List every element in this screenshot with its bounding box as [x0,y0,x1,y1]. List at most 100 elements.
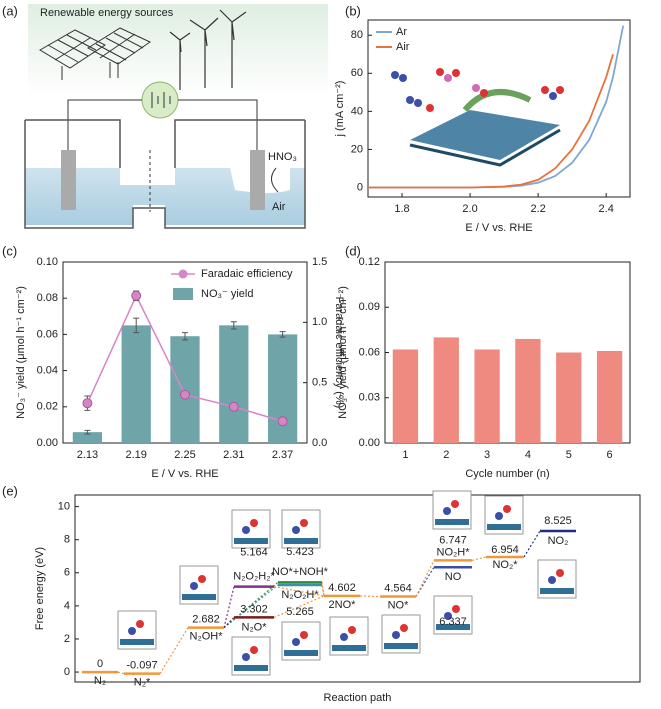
y-axis-label: j (mA cm⁻²) [334,81,346,138]
x-axis-label: E / V vs. RHE [465,222,532,234]
level-value: 2.682 [192,614,220,626]
y-tick-label: 0.02 [37,401,58,413]
icon-slab [284,650,318,656]
bar [170,336,200,443]
icon-atom [444,612,452,620]
icon-atom [451,500,459,508]
x-axis-label: Reaction path [324,692,392,704]
x-tick-label: 2.31 [223,449,244,461]
error-bar [230,321,237,330]
x-axis-label: Cycle number (n) [465,468,549,480]
icon-atom [392,631,400,639]
level-name: N₂O₂H* [281,589,319,601]
icon-slab [435,519,469,525]
icon-atom [495,512,503,520]
y-tick-label: 0.00 [37,437,58,449]
bar [515,338,541,443]
wind-turbines [169,9,247,90]
y-tick-label: 0.00 [359,437,380,449]
adsorbate-icon [179,565,219,605]
legend-label: Air [396,41,410,53]
connector [321,584,325,597]
x-tick-label: 2.0 [462,203,477,215]
level-name: NO* [388,599,410,611]
y-tick-label: 40 [351,105,363,117]
level-value: 5.265 [286,606,314,618]
bar [72,432,103,443]
x-tick-label: 4 [525,449,531,461]
legend-label: NO₃⁻ yield [201,288,253,300]
x-tick-label: 2.37 [272,449,293,461]
level-value: 5.423 [286,546,314,558]
level-name: 2NO* [329,599,357,611]
icon-atom [548,576,556,584]
y-tick-label: 10 [58,500,70,512]
error-bar [279,331,286,338]
y-tick-label: 20 [351,143,363,155]
cell-diagram: Renewable energy sources HNO₃ Air [24,4,328,229]
level-name: NO*+NOH* [272,566,329,578]
connector [471,556,487,561]
adsorbate-icon [117,610,157,650]
bar [219,325,249,443]
x-tick-label: 2.13 [77,449,98,461]
cell [24,119,306,229]
sky [28,4,328,96]
legend-label: Ar [396,26,407,38]
icon-slab [284,538,318,544]
icon-slab [384,643,418,649]
legend-swatch [178,269,188,279]
y-axis-label: NO₃⁻ yield (μmol h⁻¹ cm⁻²) [337,286,349,419]
icon-atom [128,627,136,635]
point [228,401,239,412]
adsorbate-icon [433,595,473,635]
legend-swatch [173,288,193,300]
y-tick-label: 0.09 [359,301,380,313]
y-tick-label: 0.04 [37,365,58,377]
y-tick-label: 0 [64,666,70,678]
x-tick-label: 2.2 [530,203,545,215]
y-tick-label: 2 [64,633,70,645]
y-tick-label: 0 [357,181,363,193]
diagram-title: Renewable energy sources [40,7,174,19]
level-name: N₂OH* [190,631,224,643]
x-tick-label: 3 [484,449,490,461]
icon-atom [452,605,460,613]
level-name: NO₂H* [437,546,471,558]
y-tick-label: 80 [351,29,363,41]
y-tick-label: 8 [64,534,70,546]
error-bar [133,317,140,334]
adsorbate-icon [432,490,472,530]
adsorbate-icon [281,509,321,549]
solar-panels [39,27,152,80]
icon-atom [340,633,348,641]
product-label: HNO₃ [268,151,297,163]
level-name: N₂O* [241,621,267,633]
error-bar [182,332,188,341]
point [131,290,142,301]
connector [359,595,381,598]
y2-tick-label: 0.5 [312,377,327,389]
y-tick-label: 0.12 [359,256,380,268]
bar [392,349,419,443]
icon-slab [182,594,216,600]
series-line [368,54,614,189]
bar [596,350,623,443]
level-value: 6.337 [439,616,467,628]
bar [474,349,500,443]
connector [273,595,325,618]
power-source [141,81,179,119]
x-tick-label: 1 [402,449,408,461]
panel-label: (c) [2,243,17,258]
level-value: 5.164 [240,547,268,559]
point [277,416,288,427]
connector [523,530,541,558]
plot-frame [384,261,631,444]
point [180,389,190,400]
arrow [271,167,279,193]
icon-atom [136,620,144,628]
catalyst-inset [391,68,564,167]
x-tick-label: 2 [443,449,449,461]
x-tick-label: 2.25 [174,449,195,461]
